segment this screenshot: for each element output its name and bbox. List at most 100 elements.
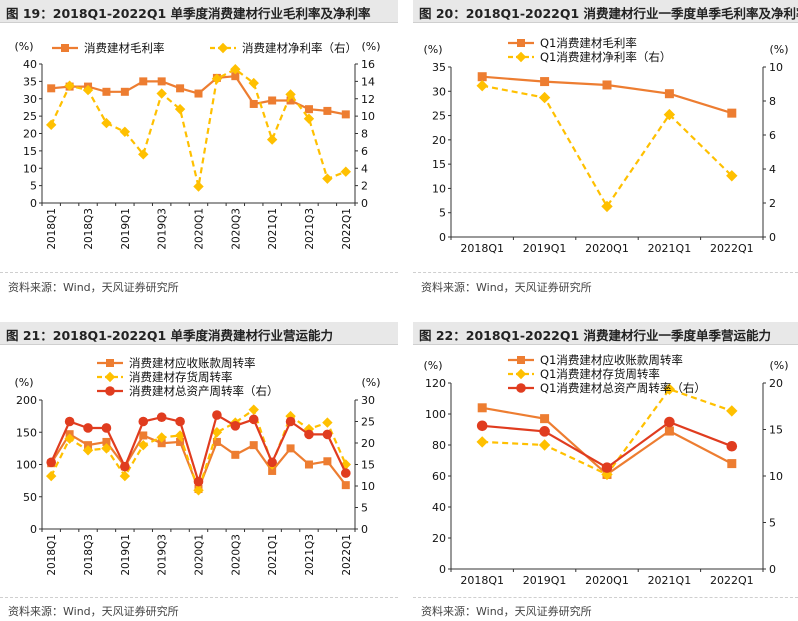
legend-label: 消费建材应收账款周转率	[129, 356, 256, 370]
y-tick-label-right: 12	[361, 93, 375, 106]
source-note: 资料来源：Wind，天风证券研究所	[8, 605, 179, 618]
y-unit-left: (%)	[423, 43, 442, 56]
legend-label: Q1消费建材毛利率	[540, 36, 637, 50]
y-tick-label-left: 0	[30, 523, 37, 536]
y-tick-label-right: 0	[361, 523, 368, 536]
y-tick-label-right: 6	[361, 145, 368, 158]
y-tick-label-left: 120	[425, 377, 446, 390]
data-point	[174, 103, 186, 115]
source-divider	[413, 272, 798, 273]
y-tick-label-left: 0	[30, 197, 37, 210]
legend-label: Q1消费建材存货周转率	[540, 367, 660, 381]
y-tick-label-right: 15	[361, 459, 375, 472]
data-point	[476, 436, 488, 448]
y-tick-label-left: 35	[432, 61, 446, 74]
data-point	[539, 426, 550, 437]
y-tick-label-right: 6	[769, 129, 776, 142]
data-point	[212, 437, 221, 446]
y-tick-label-right: 20	[361, 437, 375, 450]
data-point	[120, 461, 130, 472]
y-tick-label-right: 2	[769, 197, 776, 210]
x-tick-label: 2021Q3	[304, 208, 316, 250]
data-point	[340, 468, 351, 478]
legend-marker	[516, 383, 526, 393]
y-tick-label-left: 15	[432, 158, 446, 171]
data-point	[231, 450, 240, 459]
y-tick-label-left: 30	[23, 93, 37, 106]
y-tick-label-left: 60	[432, 470, 446, 483]
x-tick-label: 2021Q1	[648, 242, 692, 255]
series-line	[481, 84, 733, 209]
data-point	[175, 416, 185, 427]
data-point	[249, 99, 258, 108]
data-point	[304, 429, 314, 440]
chart-title-bar: 图 22：2018Q1-2022Q1 消费建材行业一季度单季营运能力	[413, 322, 798, 345]
x-tick-label: 2020Q1	[585, 242, 629, 255]
data-point	[538, 439, 551, 451]
legend-marker	[106, 359, 114, 367]
data-point	[46, 119, 57, 131]
source-divider	[413, 597, 798, 598]
y-tick-label-left: 40	[432, 501, 446, 514]
source-note: 资料来源：Wind，天风证券研究所	[421, 605, 592, 618]
x-tick-label: 2022Q1	[710, 242, 754, 255]
y-tick-label-right: 14	[361, 75, 375, 88]
data-point	[664, 426, 674, 436]
data-point	[341, 481, 350, 490]
x-tick-label: 2022Q1	[710, 574, 754, 587]
data-point	[540, 414, 550, 424]
y-tick-label-left: 80	[432, 439, 446, 452]
data-point	[176, 437, 185, 446]
data-point	[139, 77, 148, 86]
y-tick-label-right: 16	[361, 58, 375, 71]
y-unit-left: (%)	[14, 40, 33, 53]
y-tick-label-right: 10	[361, 480, 375, 493]
data-point	[156, 88, 167, 99]
data-point	[64, 433, 75, 444]
data-point	[285, 89, 296, 100]
y-tick-label-left: 5	[439, 207, 446, 220]
chart-panel-20: 图 20：2018Q1-2022Q1 消费建材行业一季度单季毛利率及净利率 (%…	[413, 0, 798, 300]
data-point	[101, 423, 112, 433]
x-tick-label: 2018Q3	[83, 208, 95, 250]
source-note: 资料来源：Wind，天风证券研究所	[8, 281, 179, 294]
data-point	[193, 181, 204, 192]
y-tick-label-right: 2	[361, 180, 368, 193]
y-tick-label-right: 0	[361, 197, 368, 210]
data-point	[102, 87, 111, 96]
y-tick-label-right: 5	[361, 502, 368, 515]
legend-marker	[61, 44, 69, 52]
y-tick-label-left: 10	[23, 162, 37, 175]
legend-marker	[515, 368, 527, 380]
data-point	[230, 64, 241, 75]
x-tick-label: 2018Q1	[46, 208, 58, 250]
legend-marker	[104, 371, 116, 383]
data-point	[193, 485, 204, 496]
y-tick-label-left: 50	[23, 491, 37, 504]
y-tick-label-left: 20	[432, 532, 446, 545]
data-point	[138, 149, 149, 160]
data-point	[46, 457, 57, 468]
legend-label: 消费建材存货周转率	[129, 370, 233, 384]
data-point	[64, 416, 75, 427]
legend-marker	[105, 386, 115, 396]
data-point	[476, 80, 488, 92]
x-tick-label: 2018Q1	[46, 534, 58, 576]
x-tick-label: 2020Q1	[585, 574, 629, 587]
y-tick-label-right: 8	[361, 128, 368, 141]
data-point	[304, 460, 313, 469]
chart-title: 图 20：2018Q1-2022Q1 消费建材行业一季度单季毛利率及净利率	[419, 6, 798, 21]
y-tick-label-left: 20	[432, 134, 446, 147]
data-point	[156, 412, 167, 422]
y-tick-label-left: 20	[23, 128, 37, 141]
legend-label: Q1消费建材总资产周转率（右）	[540, 381, 706, 395]
legend-label: Q1消费建材净利率（右）	[540, 50, 671, 64]
x-tick-label: 2021Q1	[267, 534, 279, 576]
data-point	[476, 420, 488, 432]
chart-title-bar: 图 21：2018Q1-2022Q1 单季度消费建材行业营运能力	[0, 322, 398, 345]
chart-title-bar: 图 20：2018Q1-2022Q1 消费建材行业一季度单季毛利率及净利率	[413, 0, 798, 23]
data-point	[726, 405, 738, 417]
y-tick-label-right: 4	[361, 162, 368, 175]
data-point	[83, 423, 93, 433]
data-point	[727, 459, 737, 469]
